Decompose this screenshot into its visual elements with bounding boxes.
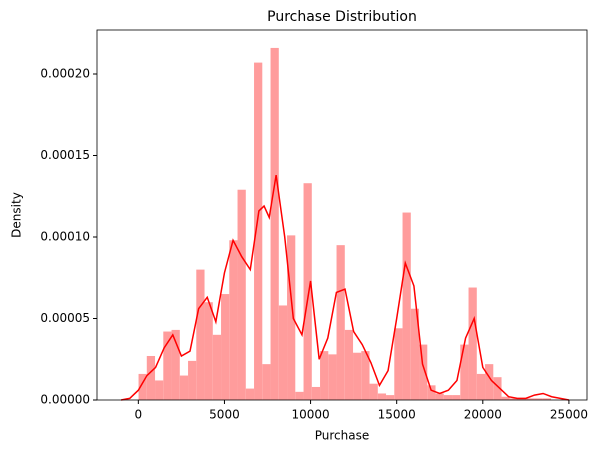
y-axis-label: Density bbox=[10, 192, 24, 238]
bar bbox=[328, 354, 337, 400]
x-tick-label: 15000 bbox=[378, 408, 416, 422]
y-tick-label: 0.00005 bbox=[40, 311, 90, 325]
bar bbox=[254, 62, 263, 400]
bar bbox=[353, 352, 362, 400]
y-tick-label: 0.00020 bbox=[40, 67, 90, 81]
bar bbox=[204, 302, 213, 400]
chart-title: Purchase Distribution bbox=[267, 9, 417, 25]
bar bbox=[245, 388, 255, 400]
bar bbox=[369, 383, 378, 400]
x-tick-label: 25000 bbox=[550, 408, 588, 422]
bar bbox=[509, 398, 519, 400]
bar bbox=[237, 189, 246, 400]
bar bbox=[452, 395, 461, 400]
bar bbox=[542, 398, 552, 400]
bar bbox=[361, 351, 370, 400]
plot-frame bbox=[96, 29, 588, 401]
x-tick-label: 10000 bbox=[291, 408, 329, 422]
x-axis-label: Purchase bbox=[315, 429, 370, 443]
bar bbox=[229, 240, 238, 400]
bar bbox=[468, 287, 477, 400]
bar bbox=[311, 386, 321, 400]
bar bbox=[320, 351, 329, 400]
x-tick-label: 0 bbox=[135, 408, 143, 422]
bar bbox=[526, 398, 535, 400]
bar bbox=[188, 360, 197, 400]
bar bbox=[278, 305, 288, 400]
bar bbox=[476, 373, 486, 400]
bar bbox=[179, 375, 189, 400]
bar bbox=[485, 364, 494, 400]
bar bbox=[435, 393, 444, 400]
bar bbox=[138, 373, 147, 400]
y-tick-label: 0.00000 bbox=[40, 393, 90, 407]
bar bbox=[410, 308, 420, 400]
kde-line bbox=[120, 174, 570, 401]
bar bbox=[262, 364, 271, 400]
bar bbox=[493, 377, 502, 400]
bar bbox=[402, 212, 411, 400]
bar bbox=[427, 385, 436, 400]
x-tick-label: 20000 bbox=[464, 408, 502, 422]
bar bbox=[196, 269, 205, 400]
bar bbox=[221, 294, 230, 400]
bar bbox=[212, 334, 222, 400]
bar bbox=[295, 391, 304, 400]
bar bbox=[377, 393, 387, 400]
bar bbox=[336, 245, 345, 400]
bar bbox=[344, 329, 354, 400]
bar bbox=[163, 331, 172, 400]
bar bbox=[460, 344, 469, 400]
bar bbox=[146, 355, 156, 400]
y-tick-label: 0.00010 bbox=[40, 230, 90, 244]
bar bbox=[303, 183, 312, 400]
bar bbox=[534, 398, 543, 400]
x-tick-label: 5000 bbox=[209, 408, 240, 422]
bar bbox=[287, 235, 296, 400]
bar bbox=[386, 395, 395, 400]
bar bbox=[518, 398, 527, 400]
bar bbox=[419, 344, 428, 400]
bar bbox=[394, 328, 403, 400]
bar bbox=[171, 329, 180, 400]
bar bbox=[270, 47, 279, 401]
bar bbox=[501, 396, 510, 400]
bar bbox=[443, 395, 453, 400]
y-tick-label: 0.00015 bbox=[40, 148, 90, 162]
bar bbox=[155, 380, 164, 400]
